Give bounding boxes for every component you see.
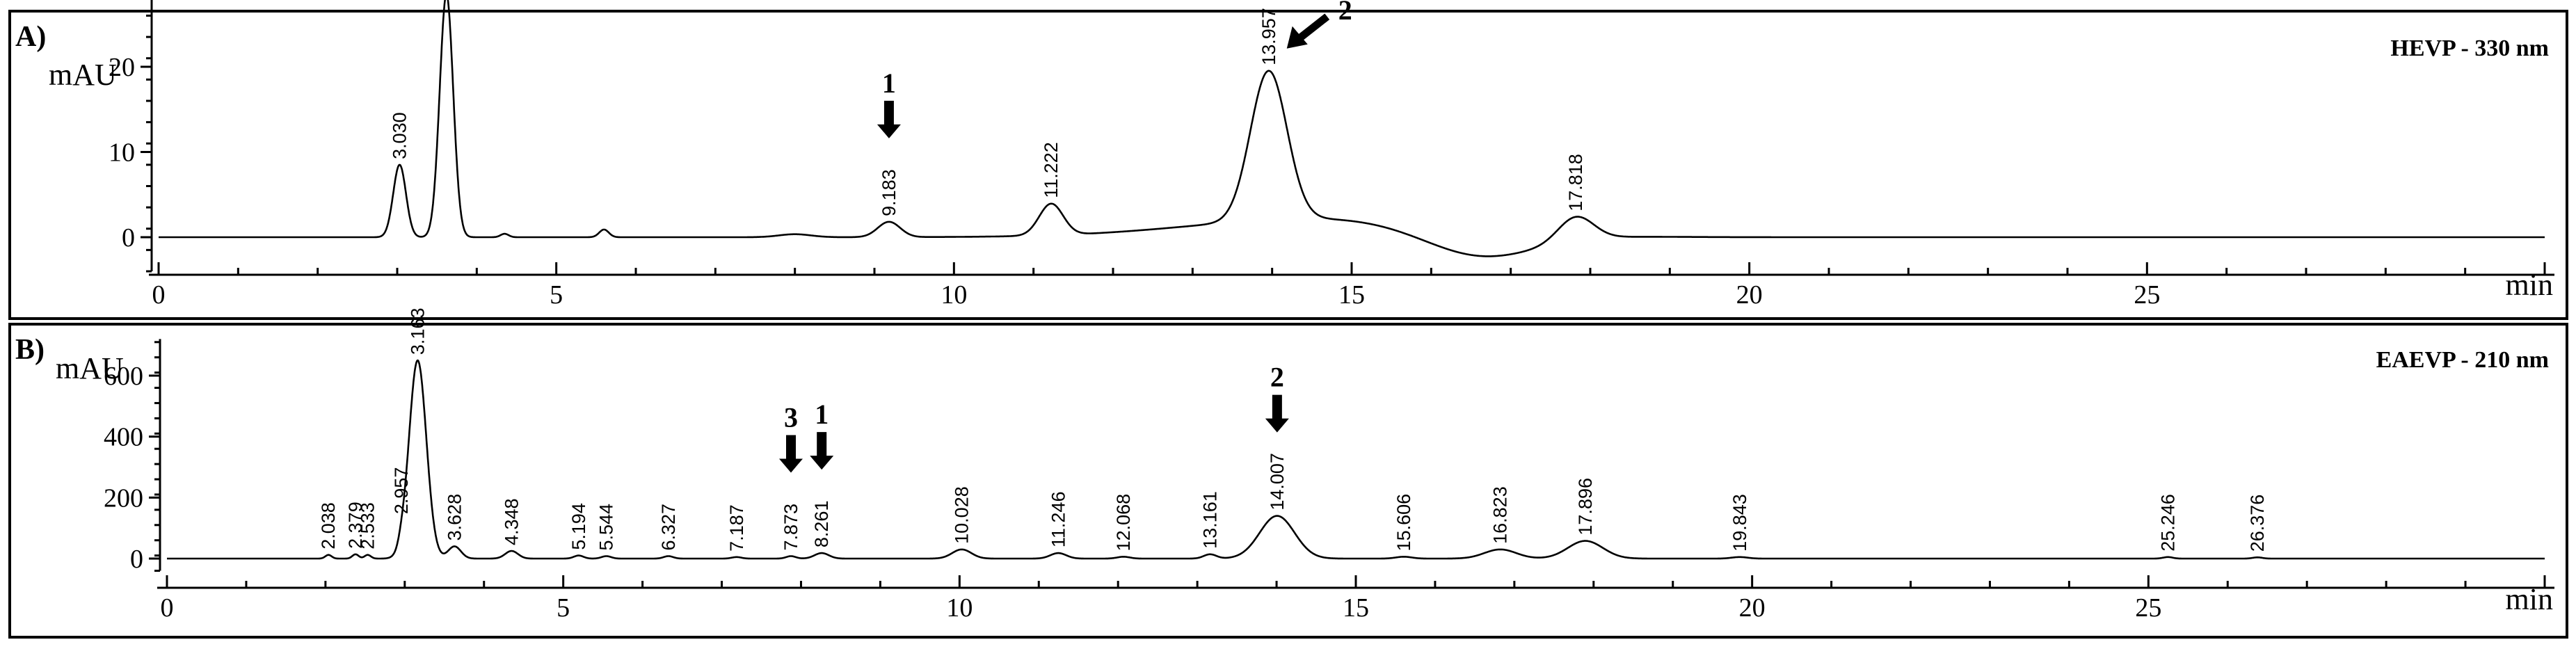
panel-a-label: A) — [15, 21, 46, 53]
panel-b-x-tick-label: 0 — [161, 593, 174, 623]
panel-a-peak-label-17-818: 17.818 — [1565, 154, 1586, 211]
panel-a-y-axis-label: mAU — [49, 58, 117, 92]
panel-b-peak-label-3-163: 3.163 — [407, 308, 428, 355]
panel-a-x-tick-label: 0 — [152, 280, 166, 310]
panel-b-peak-label-14-007: 14.007 — [1267, 453, 1288, 511]
panel-b-peak-label-2-038: 2.038 — [318, 502, 339, 550]
panel-b-peak-label-17-896: 17.896 — [1575, 478, 1596, 536]
panel-b-peak-label-7-873: 7.873 — [781, 504, 801, 551]
panel-b-peak-label-8-261: 8.261 — [811, 501, 832, 548]
panel-b-peak-label-7-187: 7.187 — [726, 504, 747, 552]
panel-b-compound-3-arrow — [778, 435, 803, 473]
panel-b-peak-label-2-533: 2.533 — [358, 502, 378, 550]
panel-b-compound-2-arrow — [1265, 394, 1289, 433]
panel-b-y-tick-label: 600 — [104, 362, 143, 391]
panel-b-peak-label-11-246: 11.246 — [1048, 492, 1069, 548]
panel-a-x-tick-label: 5 — [550, 280, 563, 310]
panel-b-x-tick-label: 15 — [1343, 593, 1369, 623]
panel-b-frame — [8, 323, 2568, 639]
panel-b-peak-label-6-327: 6.327 — [658, 504, 679, 551]
panel-a-compound-1-arrow — [877, 100, 901, 138]
panel-b-y-tick-label: 400 — [104, 423, 143, 452]
panel-b-peak-label-5-194: 5.194 — [568, 503, 589, 550]
panel-b-peak-label-26-376: 26.376 — [2247, 495, 2268, 552]
panel-a-chromatogram-trace — [158, 0, 2545, 257]
panel-b-peak-label-15-606: 15.606 — [1393, 494, 1414, 552]
panel-b-peak-label-4-348: 4.348 — [501, 498, 522, 545]
panel-b-chromatogram-trace — [166, 359, 2545, 560]
panel-b-title: EAEVP - 210 nm — [2376, 347, 2549, 373]
panel-b-peak-label-3-628: 3.628 — [444, 494, 465, 541]
panel-a-x-tick-label: 25 — [2134, 280, 2160, 310]
panel-b-compound-3-label: 3 — [784, 401, 798, 433]
panel-b-compound-1-arrow — [810, 432, 834, 470]
panel-b-peak-label-2-957: 2.957 — [391, 467, 412, 515]
panel-a-x-axis-label: min — [2506, 268, 2553, 302]
panel-b-peak-label-5-544: 5.544 — [596, 504, 617, 551]
panel-b-peak-label-25-246: 25.246 — [2157, 494, 2178, 552]
panel-a-y-tick-label: 0 — [122, 223, 135, 253]
panel-a-compound-2-label: 2 — [1338, 0, 1352, 26]
panel-b-x-tick-label: 5 — [557, 593, 570, 623]
panel-a-title: HEVP - 330 nm — [2390, 35, 2549, 61]
panel-b-peak-label-19-843: 19.843 — [1729, 494, 1750, 552]
panel-b-label: B) — [15, 334, 45, 366]
panel-b-x-tick-label: 20 — [1739, 593, 1766, 623]
panel-a-compound-2-arrow — [1286, 13, 1330, 49]
panel-b-compound-1-label: 1 — [815, 399, 829, 430]
panel-b-y-tick-label: 0 — [130, 545, 143, 574]
panel-b-compound-2-label: 2 — [1270, 362, 1284, 393]
panel-a-y-tick-label: 20 — [109, 53, 135, 82]
panel-b-y-axis-label: mAU — [56, 351, 124, 385]
panel-b-peak-label-12-068: 12.068 — [1113, 494, 1134, 552]
panel-b-peak-label-2-379: 2.379 — [345, 502, 366, 549]
panel-a-x-tick-label: 15 — [1338, 280, 1365, 310]
panel-b-x-tick-label: 25 — [2135, 593, 2161, 623]
panel-a-peak-label-11-222: 11.222 — [1041, 142, 1062, 198]
panel-b-peak-label-10-028: 10.028 — [952, 486, 973, 544]
panel-b-x-tick-label: 10 — [946, 593, 973, 623]
panel-a-peak-label-13-957: 13.957 — [1258, 8, 1279, 65]
panel-a-compound-1-label: 1 — [882, 67, 896, 99]
panel-a-peak-label-9-183: 9.183 — [879, 169, 899, 216]
panel-b-y-tick-label: 200 — [104, 483, 143, 513]
panel-b-peak-label-13-161: 13.161 — [1199, 491, 1220, 549]
panel-a-frame — [8, 10, 2568, 320]
panel-b-peak-label-16-823: 16.823 — [1490, 486, 1511, 544]
panel-a-x-tick-label: 20 — [1736, 280, 1763, 310]
panel-a-y-tick-label: 10 — [109, 138, 135, 168]
panel-a-peak-label-3-030: 3.030 — [389, 112, 410, 159]
chart-panel-a: A) HEVP - 330 nm mAU min 0 10 20 0 5 10 15 20 25… — [8, 0, 2568, 320]
panel-a-x-tick-label: 10 — [941, 280, 967, 310]
